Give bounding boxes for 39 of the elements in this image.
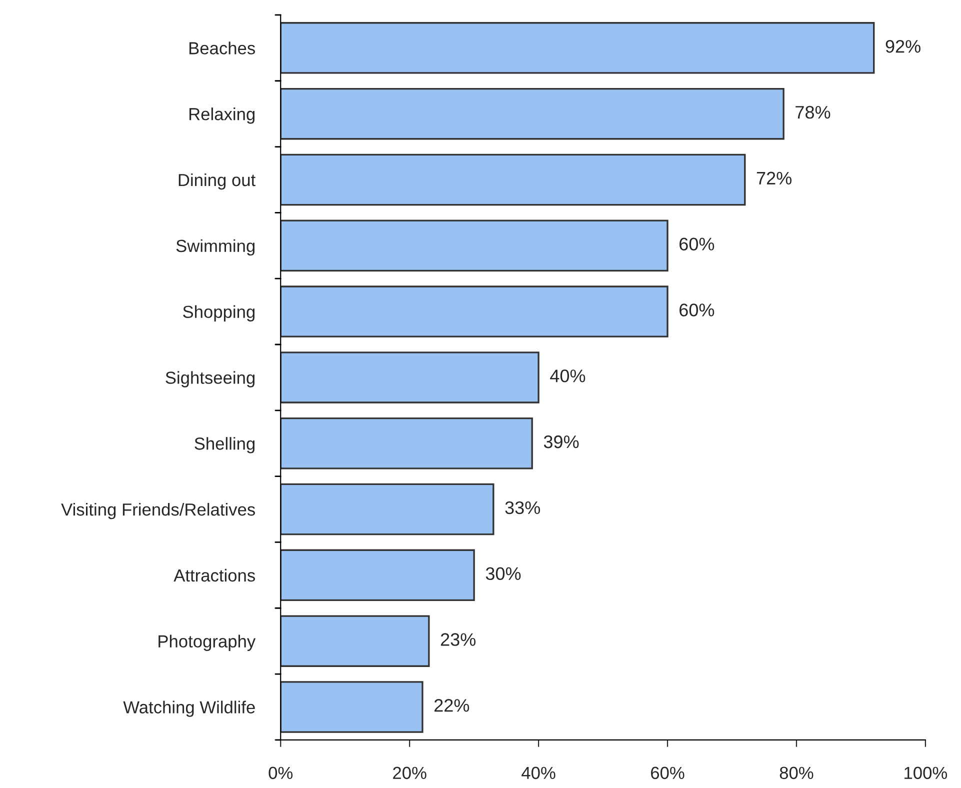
y-tick-label: Shopping [183,305,254,322]
bar [280,154,746,206]
data-label: 39% [544,435,579,448]
data-label: 78% [796,106,830,119]
bar [280,220,668,272]
bar [280,615,430,667]
x-tick-label: 60% [651,766,684,780]
y-tick-label: Beaches [189,42,255,54]
data-label: 40% [550,370,586,382]
bar [280,681,424,733]
y-tick-label: Photography [158,634,256,651]
data-label: 60% [680,238,714,250]
y-tick-label: Visiting Friends/Relatives [61,502,255,520]
data-label: 23% [440,633,476,646]
bar [280,549,475,602]
x-tick-label: 40% [522,766,556,780]
bar [280,22,875,74]
bar [280,286,668,338]
bar [280,483,494,536]
y-tick-label: Dining out [178,173,256,190]
data-label: 92% [886,40,920,53]
x-tick-label: 100% [904,766,948,780]
y-tick-label: Watching Wildlife [123,700,255,717]
bar [280,352,540,404]
data-label: 30% [486,567,521,580]
y-tick-label: Swimming [176,239,254,256]
x-tick-label: 0% [268,766,293,780]
bar [280,88,784,140]
data-label: 22% [434,699,470,712]
data-label: 60% [680,304,714,316]
y-tick-label: Sightseeing [166,371,254,388]
y-tick-label: Relaxing [189,108,254,124]
data-label: 72% [756,172,792,185]
x-tick-label: 80% [780,766,814,780]
x-tick-label: 20% [393,766,426,780]
data-label: 33% [505,501,540,514]
y-tick-label: Shelling [194,437,254,454]
y-tick-label: Attractions [174,568,255,582]
bar [280,417,533,470]
